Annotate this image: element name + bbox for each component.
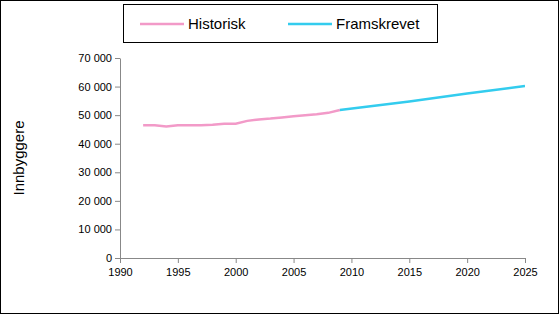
x-tick-label: 1995 bbox=[166, 266, 190, 278]
x-tick-label: 2010 bbox=[340, 266, 364, 278]
y-axis: 0 10 000 20 000 30 000 40 000 50 000 60 000 70 … bbox=[78, 52, 120, 264]
x-tick-label: 2005 bbox=[282, 266, 306, 278]
y-tick-mark bbox=[115, 201, 120, 202]
x-axis: 1990 1995 2000 2005 2010 2015 2020 2025 bbox=[108, 258, 537, 278]
y-tick-mark bbox=[115, 87, 120, 88]
y-tick: 70 000 bbox=[78, 52, 120, 64]
x-tick: 2020 bbox=[455, 258, 479, 278]
x-tick-label: 2020 bbox=[455, 266, 479, 278]
x-tick-mark bbox=[236, 258, 237, 263]
chart: 1990 1995 2000 2005 2010 2015 2020 2025 0 10 000 2… bbox=[0, 0, 559, 314]
y-tick-label: 50 000 bbox=[78, 109, 112, 121]
x-tick-mark bbox=[467, 258, 468, 263]
y-tick: 20 000 bbox=[78, 195, 120, 207]
legend-label: Historisk bbox=[188, 15, 246, 32]
x-tick-label: 1990 bbox=[108, 266, 132, 278]
y-tick-label: 10 000 bbox=[78, 223, 112, 235]
y-tick-mark bbox=[115, 172, 120, 173]
y-tick: 30 000 bbox=[78, 166, 120, 178]
x-tick: 2025 bbox=[513, 258, 537, 278]
x-axis-line bbox=[121, 258, 526, 259]
legend-box bbox=[124, 5, 438, 43]
x-tick: 2005 bbox=[282, 258, 306, 278]
x-tick-mark bbox=[351, 258, 352, 263]
x-tick-label: 2000 bbox=[224, 266, 248, 278]
chart-frame bbox=[1, 1, 559, 314]
x-tick-label: 2025 bbox=[513, 266, 537, 278]
y-tick-label: 70 000 bbox=[78, 52, 112, 64]
y-tick-label: 60 000 bbox=[78, 81, 112, 93]
plot-area bbox=[143, 86, 525, 127]
x-tick-label: 2015 bbox=[398, 266, 422, 278]
x-tick-mark bbox=[294, 258, 295, 263]
series-line bbox=[340, 86, 525, 110]
y-tick: 40 000 bbox=[78, 138, 120, 150]
y-tick-label: 30 000 bbox=[78, 166, 112, 178]
y-tick-mark bbox=[115, 58, 120, 59]
x-tick-mark bbox=[178, 258, 179, 263]
y-tick-label: 0 bbox=[106, 252, 112, 264]
y-tick-mark bbox=[115, 144, 120, 145]
y-tick-mark bbox=[115, 229, 120, 230]
x-tick-mark bbox=[409, 258, 410, 263]
y-axis-title: Innbyggere bbox=[10, 120, 27, 195]
y-tick-mark bbox=[115, 258, 120, 259]
x-tick: 1995 bbox=[166, 258, 190, 278]
legend-swatch bbox=[140, 23, 184, 26]
y-axis-line bbox=[120, 59, 121, 259]
legend: Historisk Framskrevet bbox=[124, 5, 438, 43]
y-tick: 0 bbox=[106, 252, 120, 264]
x-tick: 2000 bbox=[224, 258, 248, 278]
x-tick-mark bbox=[120, 258, 121, 263]
legend-label: Framskrevet bbox=[336, 15, 420, 32]
y-tick: 10 000 bbox=[78, 223, 120, 235]
legend-swatch bbox=[288, 23, 332, 26]
x-tick: 2015 bbox=[398, 258, 422, 278]
y-tick: 60 000 bbox=[78, 81, 120, 93]
x-tick-mark bbox=[525, 258, 526, 263]
y-tick-label: 20 000 bbox=[78, 195, 112, 207]
y-tick-mark bbox=[115, 115, 120, 116]
series-line bbox=[143, 110, 340, 127]
y-tick: 50 000 bbox=[78, 109, 120, 121]
x-tick: 2010 bbox=[340, 258, 364, 278]
y-tick-label: 40 000 bbox=[78, 138, 112, 150]
